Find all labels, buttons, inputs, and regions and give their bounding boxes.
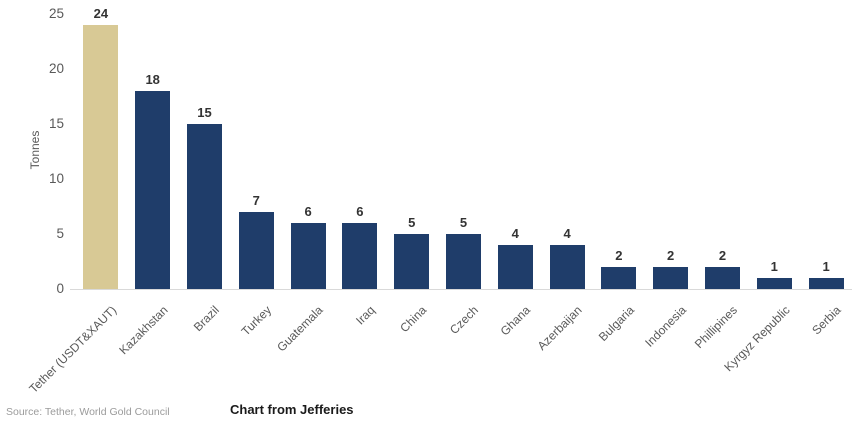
y-axis-ticks: 0 5 10 15 20 25 bbox=[0, 0, 64, 427]
bar-slot: 6 bbox=[334, 205, 386, 289]
bar bbox=[601, 267, 637, 289]
source-note: Source: Tether, World Gold Council bbox=[6, 406, 170, 418]
x-axis-label: Azerbaijan bbox=[535, 303, 586, 353]
bar-slot: 2 bbox=[697, 249, 749, 289]
chart-caption: Chart from Jefferies bbox=[230, 402, 354, 417]
bar-value-label: 4 bbox=[511, 226, 519, 241]
bar-value-label: 15 bbox=[197, 105, 212, 120]
x-axis-label: Ghana bbox=[497, 303, 534, 339]
x-axis-label: Phillipines bbox=[692, 303, 741, 352]
bar-slot: 24 bbox=[75, 7, 127, 289]
y-axis-tick: 20 bbox=[48, 61, 64, 76]
bar bbox=[756, 278, 792, 289]
bar-value-label: 2 bbox=[718, 248, 727, 263]
bar-slot: 6 bbox=[282, 205, 334, 289]
y-axis-tick: 10 bbox=[48, 171, 64, 186]
y-axis-tick: 25 bbox=[48, 6, 64, 21]
bar bbox=[497, 245, 533, 289]
x-axis-label: Guatemala bbox=[274, 303, 327, 355]
bar-value-label: 1 bbox=[770, 259, 778, 274]
bar-value-label: 1 bbox=[822, 259, 830, 274]
bar-slot: 18 bbox=[127, 73, 179, 289]
bar-slot: 2 bbox=[645, 249, 697, 289]
bar-value-label: 18 bbox=[145, 72, 160, 87]
x-axis-label: Indonesia bbox=[641, 303, 689, 350]
x-axis-label: Bulgaria bbox=[595, 303, 637, 345]
bar-slot: 5 bbox=[386, 216, 438, 289]
bar-slot: 4 bbox=[541, 227, 593, 289]
bar bbox=[342, 223, 378, 289]
bar-value-label: 2 bbox=[667, 248, 675, 263]
bar-slot: 1 bbox=[800, 260, 852, 289]
bar bbox=[238, 212, 274, 289]
bar-slot: 4 bbox=[489, 227, 541, 289]
bar-value-label: 7 bbox=[252, 193, 260, 208]
x-axis-label: Brazil bbox=[191, 303, 223, 335]
bar bbox=[653, 267, 689, 289]
bar-highlighted bbox=[83, 25, 119, 289]
x-axis-label: Serbia bbox=[809, 303, 845, 338]
bar bbox=[290, 223, 326, 289]
bar bbox=[704, 267, 740, 289]
bar-value-label: 4 bbox=[563, 226, 571, 241]
bar-value-label: 5 bbox=[408, 215, 416, 230]
x-axis-label: Kazakhstan bbox=[116, 303, 171, 358]
x-axis-label: China bbox=[397, 303, 430, 336]
y-axis-tick: 0 bbox=[56, 281, 64, 296]
x-axis-label: Turkey bbox=[238, 303, 275, 339]
x-axis-label: Czech bbox=[447, 303, 482, 337]
bar-slot: 5 bbox=[438, 216, 490, 289]
bar bbox=[394, 234, 430, 289]
x-axis-label: Tether (USDT&XAUT) bbox=[25, 303, 119, 396]
bar bbox=[549, 245, 585, 289]
x-axis-line bbox=[70, 289, 852, 290]
bar-slot: 2 bbox=[593, 249, 645, 289]
bar bbox=[445, 234, 481, 289]
x-axis-label: Iraq bbox=[353, 303, 378, 328]
y-axis-tick: 15 bbox=[48, 116, 64, 131]
bar-value-label: 24 bbox=[93, 6, 109, 21]
bar-slot: 7 bbox=[230, 194, 282, 289]
bar-slot: 15 bbox=[179, 106, 231, 289]
bar-value-label: 2 bbox=[615, 248, 623, 263]
bar bbox=[135, 91, 171, 289]
bar bbox=[186, 124, 222, 289]
bar-value-label: 6 bbox=[356, 204, 364, 219]
bar-slot: 1 bbox=[748, 260, 800, 289]
bar bbox=[808, 278, 844, 289]
bar-value-label: 6 bbox=[304, 204, 312, 219]
bars-layer: 24 18 15 7 6 6 5 5 4 4 2 2 2 1 1 bbox=[75, 0, 852, 289]
y-axis-tick: 5 bbox=[56, 226, 64, 241]
bar-value-label: 5 bbox=[459, 215, 468, 230]
